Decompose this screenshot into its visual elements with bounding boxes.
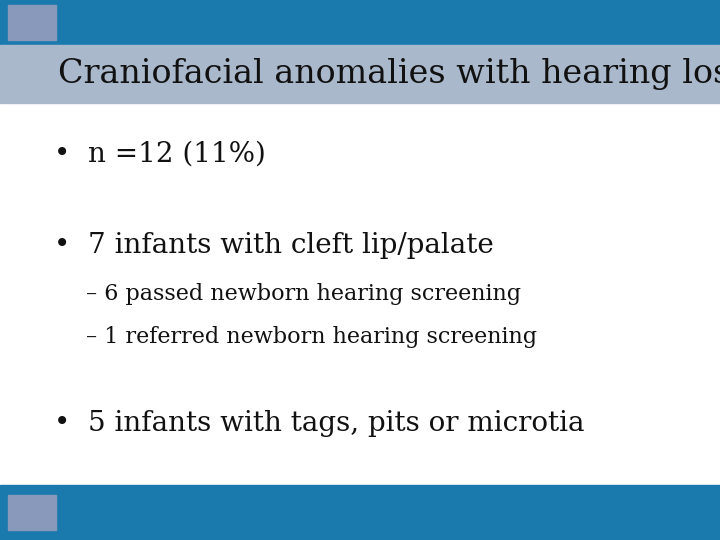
Bar xyxy=(8,5,56,40)
Bar xyxy=(0,0,720,45)
Text: •  7 infants with cleft lip/palate: • 7 infants with cleft lip/palate xyxy=(54,232,494,259)
Text: – 1 referred newborn hearing screening: – 1 referred newborn hearing screening xyxy=(86,327,537,348)
Text: – 6 passed newborn hearing screening: – 6 passed newborn hearing screening xyxy=(86,284,521,305)
Bar xyxy=(0,45,720,103)
Text: •  5 infants with tags, pits or microtia: • 5 infants with tags, pits or microtia xyxy=(54,410,585,437)
Text: Craniofacial anomalies with hearing loss: Craniofacial anomalies with hearing loss xyxy=(58,58,720,90)
Bar xyxy=(8,495,56,530)
Text: •  n =12 (11%): • n =12 (11%) xyxy=(54,140,266,167)
Bar xyxy=(0,485,720,540)
